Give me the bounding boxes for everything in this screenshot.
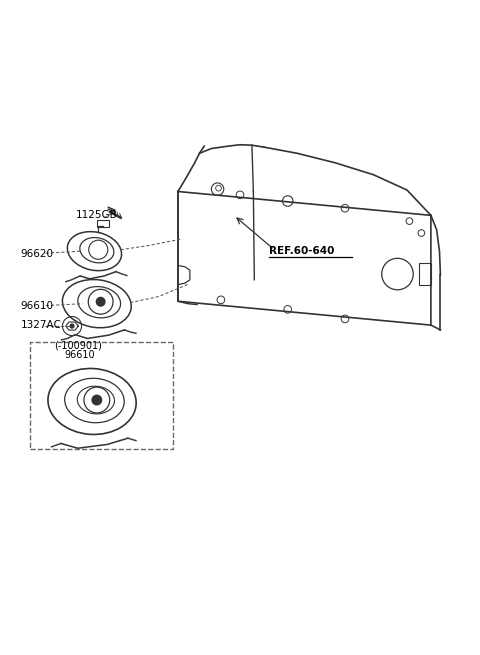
Circle shape — [96, 297, 105, 306]
Text: 1327AC: 1327AC — [21, 320, 61, 330]
Bar — [419, 263, 431, 284]
Text: (-100901): (-100901) — [54, 341, 102, 350]
Text: 96610: 96610 — [21, 301, 53, 311]
Text: REF.60-640: REF.60-640 — [269, 246, 334, 256]
Text: 96620: 96620 — [21, 248, 53, 259]
Circle shape — [70, 324, 74, 328]
Text: 1125GB: 1125GB — [75, 210, 117, 220]
Bar — [97, 220, 109, 227]
Circle shape — [92, 395, 102, 405]
Text: 96610: 96610 — [65, 350, 96, 360]
